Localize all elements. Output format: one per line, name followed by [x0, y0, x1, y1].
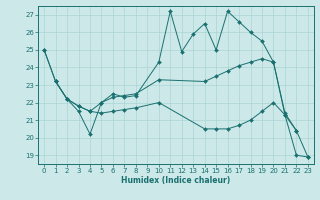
X-axis label: Humidex (Indice chaleur): Humidex (Indice chaleur): [121, 176, 231, 185]
